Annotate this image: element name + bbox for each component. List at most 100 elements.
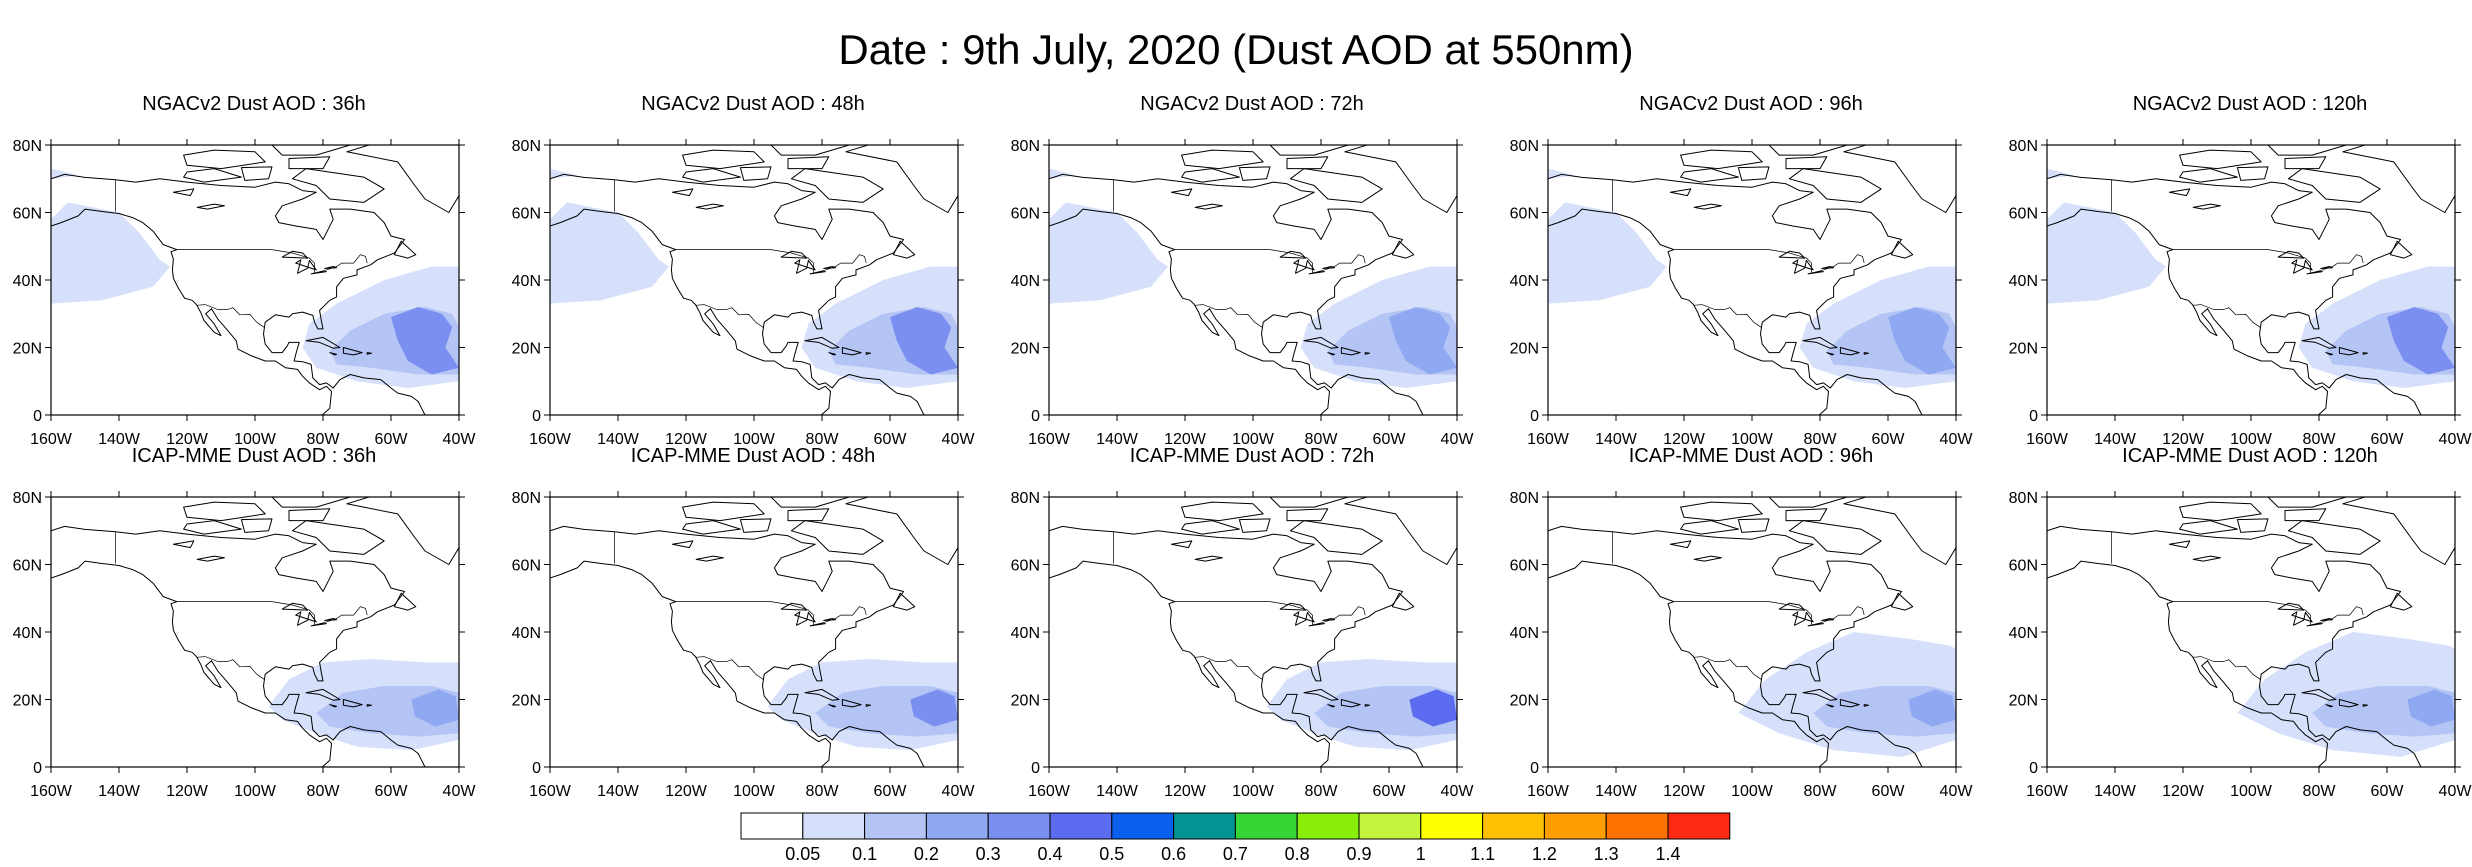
coastline-island	[2236, 166, 2269, 181]
colorbar-box	[864, 812, 927, 840]
coastline-island	[1303, 336, 1339, 349]
coastline-island	[240, 518, 273, 533]
colorbar-box	[1111, 812, 1175, 840]
coastline-island	[787, 508, 830, 522]
coastline-island	[1238, 166, 1271, 181]
lat-tick-label: 40N	[512, 273, 541, 290]
lon-tick-label: 40W	[1441, 783, 1475, 800]
main-title: Date : 9th July, 2020 (Dust AOD at 550nm…	[838, 26, 1634, 74]
lat-tick-label: 0	[1031, 760, 1040, 777]
border-us-canada	[675, 249, 867, 274]
lake-outline	[2168, 540, 2191, 549]
lake-outline	[1279, 250, 1307, 259]
coastline-north-america	[550, 173, 925, 415]
colorbar-box	[802, 812, 866, 840]
map-content	[1049, 145, 1457, 415]
border-us-mexico	[1693, 656, 1762, 680]
lat-tick-label: 0	[33, 760, 42, 777]
border-us-mexico	[695, 656, 764, 680]
border-us-mexico	[196, 304, 265, 328]
border-us-canada	[176, 249, 368, 274]
lat-tick-label: 40N	[1510, 273, 1539, 290]
lon-tick-label: 60W	[1872, 783, 1906, 800]
coastline-island	[2338, 699, 2359, 708]
lat-tick-label: 0	[1031, 408, 1040, 425]
border-us-canada	[1673, 601, 1865, 626]
dust-aod-map: 0 20N 40N 60N 80N 160W 140W 120W 100W 80W 60W 40W	[512, 490, 976, 800]
lat-tick-label: 20N	[2009, 341, 2038, 358]
coastline-island	[2338, 347, 2359, 356]
lon-tick-label: 100W	[2230, 783, 2273, 800]
lon-tick-label: 60W	[2371, 431, 2405, 448]
coastline-island	[892, 240, 916, 259]
colorbar-label: 0.4	[1037, 844, 1062, 862]
lon-tick-label: 40W	[2439, 783, 2472, 800]
coastline-island	[1768, 497, 1848, 508]
coastline-island	[1785, 156, 1828, 170]
border-us-mexico	[2192, 304, 2261, 328]
lake-outline	[196, 203, 225, 210]
lat-tick-label: 80N	[1011, 490, 1040, 507]
coastline-island	[183, 520, 242, 535]
lat-tick-label: 80N	[13, 490, 42, 507]
coastline-greenland	[1344, 497, 1457, 565]
coastline-greenland	[2342, 145, 2455, 213]
coastline-island	[841, 699, 862, 708]
lon-tick-label: 120W	[1164, 431, 1207, 448]
lat-tick-label: 80N	[1510, 490, 1539, 507]
dust-plume-shading	[550, 202, 669, 304]
map-panel: ICAP-MME Dust AOD : 120h 0 20N 40N 60N 80N 160…	[1999, 444, 2472, 800]
coastline-island	[1289, 520, 1383, 555]
lon-tick-label: 120W	[166, 783, 209, 800]
coastline-island	[1802, 688, 1838, 701]
lon-tick-label: 60W	[375, 431, 409, 448]
colorbar-box	[1234, 812, 1298, 840]
lat-tick-label: 60N	[512, 558, 541, 575]
map-panel: ICAP-MME Dust AOD : 36h 0 20N 40N 60N 80N 160W…	[3, 444, 477, 800]
dust-aod-map: 0 20N 40N 60N 80N 160W 140W 120W 100W 80W 60W 40W	[1011, 138, 1475, 448]
lake-outline	[1279, 602, 1307, 611]
colorbar-label: 0.2	[914, 844, 939, 862]
lat-tick-label: 60N	[2009, 206, 2038, 223]
lat-tick-label: 60N	[1011, 206, 1040, 223]
lat-tick-label: 40N	[2009, 625, 2038, 642]
coastline-island	[291, 520, 385, 555]
coastline-island	[393, 592, 417, 611]
lat-tick-label: 60N	[13, 206, 42, 223]
coastline-island	[2267, 145, 2347, 156]
colorbar-label: 1.4	[1655, 844, 1680, 862]
lake-outline	[172, 188, 195, 197]
lat-tick-label: 60N	[512, 206, 541, 223]
dust-plume-shading	[910, 689, 958, 727]
coastline-island	[1826, 704, 1835, 708]
lake-outline	[1293, 611, 1315, 626]
coastline-island	[1181, 520, 1240, 535]
map-content	[2047, 145, 2455, 415]
coastline-island	[790, 520, 884, 555]
lon-tick-label: 140W	[597, 783, 640, 800]
colorbar-label: 0.9	[1346, 844, 1371, 862]
lat-tick-label: 80N	[2009, 490, 2038, 507]
lat-tick-label: 0	[1530, 408, 1539, 425]
colorbar-label: 1	[1416, 844, 1426, 862]
border-us-mexico	[1693, 304, 1762, 328]
coastline-island	[1788, 520, 1882, 555]
lon-tick-label: 60W	[1872, 431, 1906, 448]
coastline-greenland	[2342, 497, 2455, 565]
coastline-greenland	[1843, 145, 1956, 213]
lon-tick-label: 140W	[597, 431, 640, 448]
lon-tick-label: 80W	[1804, 783, 1838, 800]
coastline-island	[828, 704, 837, 708]
lon-tick-label: 120W	[665, 783, 708, 800]
coastline-island	[1680, 520, 1739, 535]
dust-plume-shading	[2047, 202, 2166, 304]
map-panel: ICAP-MME Dust AOD : 72h 0 20N 40N 60N 80N 160W…	[1001, 444, 1475, 800]
lake-outline	[281, 250, 309, 259]
coastline-island	[682, 149, 765, 170]
coastline-island	[1391, 240, 1415, 259]
lon-tick-label: 160W	[529, 431, 572, 448]
lon-tick-label: 100W	[2230, 431, 2273, 448]
lon-tick-label: 160W	[2026, 783, 2069, 800]
lake-outline	[281, 602, 309, 611]
border-us-canada	[1174, 601, 1366, 626]
